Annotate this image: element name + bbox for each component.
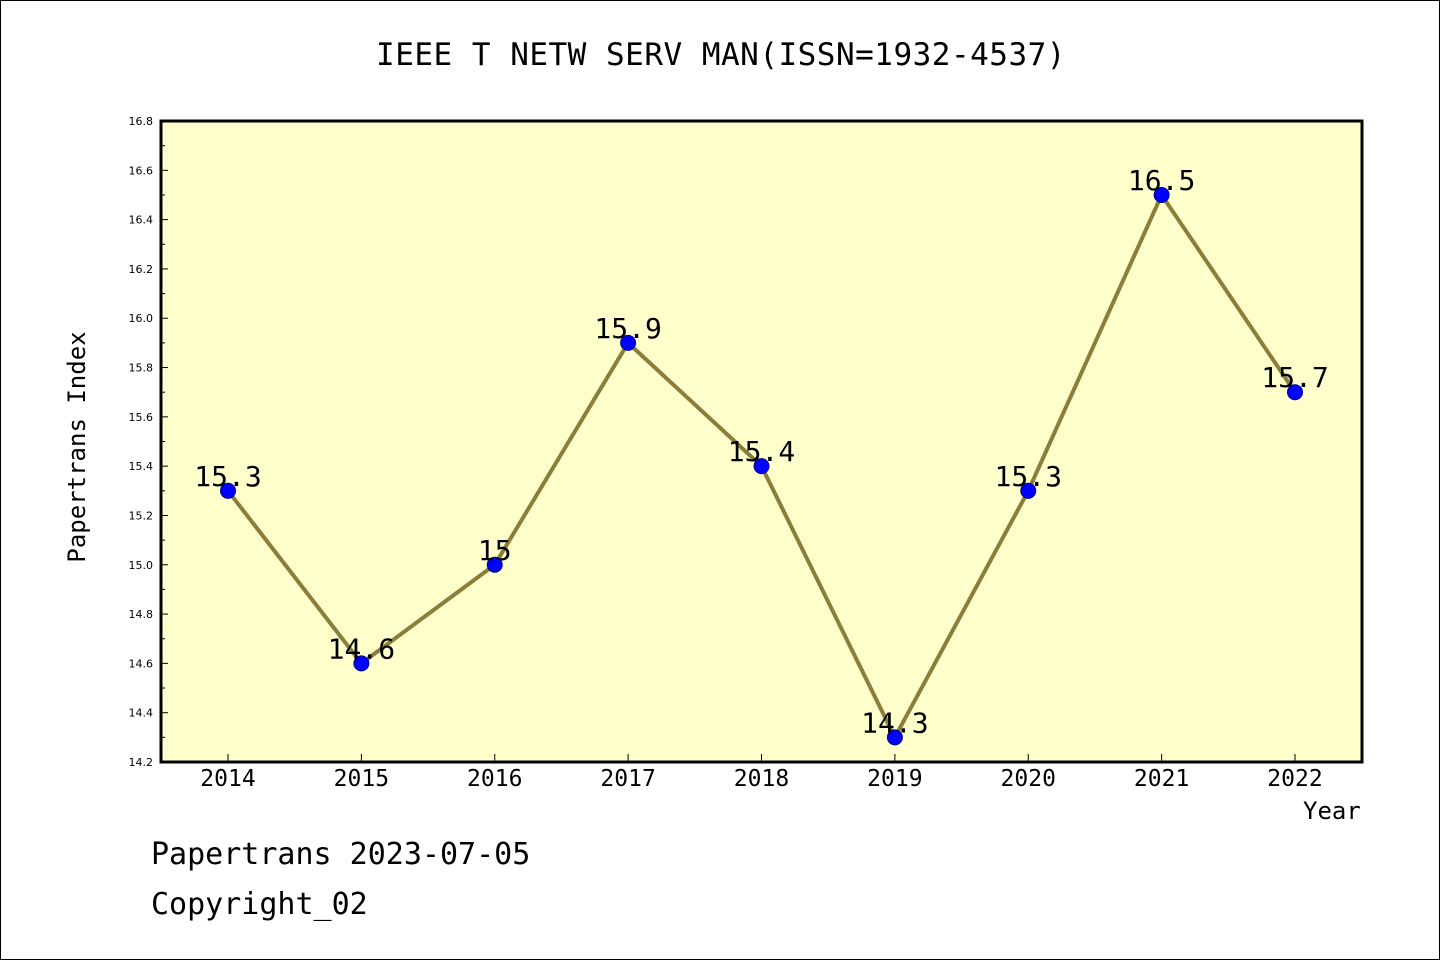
x-tick-label: 2014 bbox=[200, 766, 255, 792]
x-tick-label: 2022 bbox=[1267, 766, 1322, 792]
y-tick-label: 14.2 bbox=[129, 756, 154, 769]
data-point bbox=[753, 458, 770, 475]
data-label: 15.7 bbox=[1261, 361, 1328, 394]
y-tick-label: 15.6 bbox=[129, 411, 154, 424]
chart-title: IEEE T NETW SERV MAN(ISSN=1932-4537) bbox=[376, 37, 1066, 73]
data-label: 14.3 bbox=[861, 706, 928, 739]
data-point bbox=[486, 556, 503, 573]
x-tick-label: 2020 bbox=[1001, 766, 1056, 792]
x-tick-label: 2016 bbox=[467, 766, 522, 792]
y-tick-label: 14.8 bbox=[129, 608, 154, 621]
data-label: 16.5 bbox=[1128, 164, 1195, 197]
plot-area bbox=[161, 121, 1362, 762]
y-tick-label: 16.8 bbox=[129, 115, 154, 128]
x-tick-label: 2018 bbox=[734, 766, 789, 792]
y-tick-label: 16.0 bbox=[129, 312, 154, 325]
y-tick-label: 15.0 bbox=[129, 559, 154, 572]
data-point bbox=[886, 729, 903, 746]
y-tick-label: 15.8 bbox=[129, 362, 154, 375]
data-label: 15.3 bbox=[194, 460, 261, 493]
data-label: 14.6 bbox=[328, 632, 395, 665]
data-point bbox=[1020, 482, 1037, 499]
x-tick-label: 2017 bbox=[600, 766, 655, 792]
x-tick-label: 2015 bbox=[334, 766, 389, 792]
footer-copyright: Copyright_02 bbox=[151, 887, 368, 922]
data-label: 15.9 bbox=[594, 312, 661, 345]
data-label: 15 bbox=[478, 534, 512, 567]
x-axis-label: Year bbox=[1303, 797, 1361, 825]
footer-date: Papertrans 2023-07-05 bbox=[151, 837, 531, 872]
y-tick-label: 16.4 bbox=[129, 214, 154, 227]
y-tick-label: 14.6 bbox=[129, 657, 154, 670]
data-label: 15.3 bbox=[995, 460, 1062, 493]
y-tick-label: 14.4 bbox=[129, 707, 154, 720]
data-point bbox=[220, 482, 236, 499]
y-tick-label: 15.4 bbox=[129, 460, 154, 473]
data-point bbox=[1153, 186, 1170, 203]
data-point bbox=[353, 655, 370, 672]
y-tick-label: 16.2 bbox=[129, 263, 154, 276]
data-label: 15.4 bbox=[728, 435, 795, 468]
data-point bbox=[620, 334, 637, 351]
y-tick-label: 16.6 bbox=[129, 164, 154, 177]
data-point bbox=[1287, 384, 1303, 401]
x-tick-label: 2021 bbox=[1134, 766, 1189, 792]
plot-frame bbox=[159, 119, 1364, 764]
y-tick-label: 15.2 bbox=[129, 509, 154, 522]
x-tick-label: 2019 bbox=[867, 766, 922, 792]
